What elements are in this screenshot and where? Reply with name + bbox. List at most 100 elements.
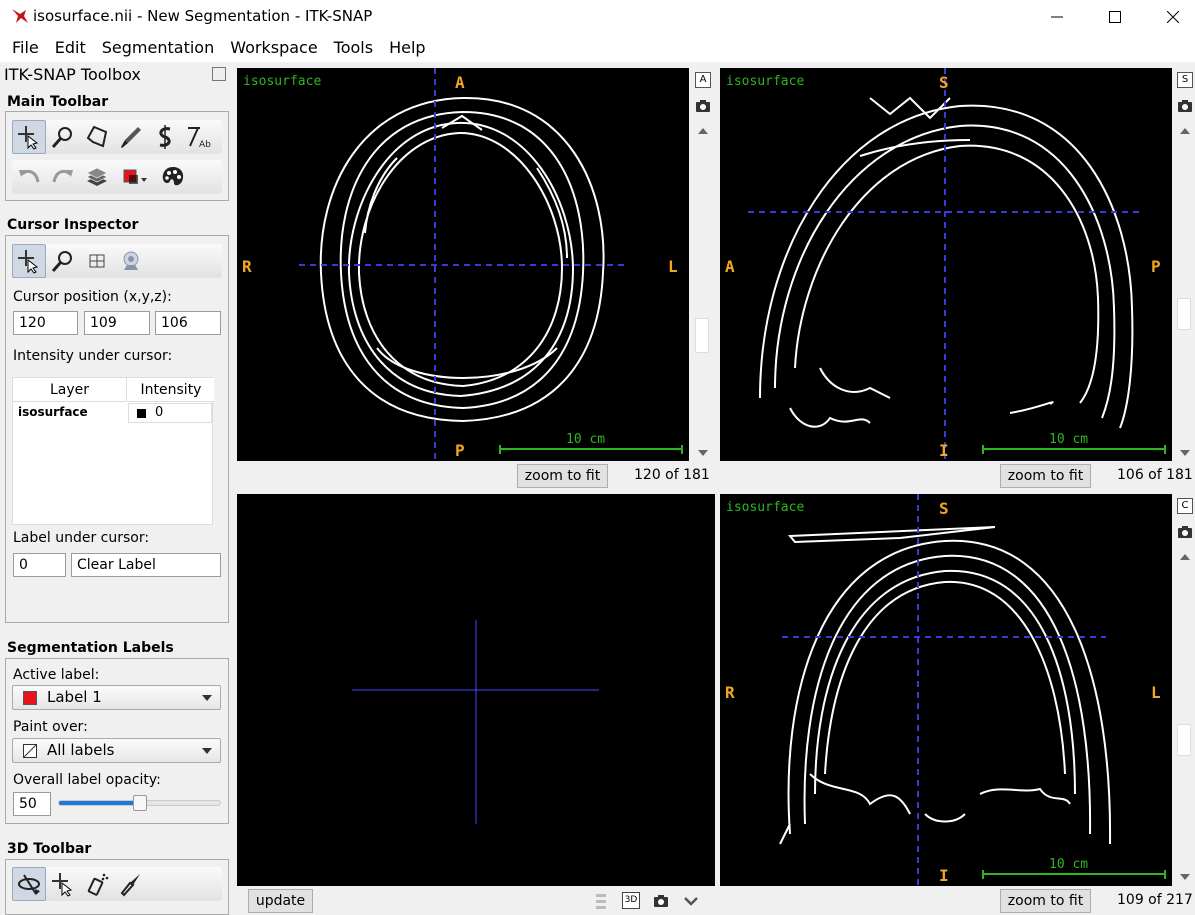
3d-rotate-button[interactable] [12,867,46,901]
3d-update-button[interactable]: update [248,889,313,913]
label-name-field[interactable]: Clear Label [71,553,221,577]
sagittal-view[interactable]: isosurface S I A P 10 cm [720,68,1172,461]
sagittal-scroll-down-icon[interactable] [1180,450,1190,456]
minimize-icon [1051,16,1063,18]
main-toolbar-row2 [12,160,222,194]
active-label-select[interactable]: Label 1 [12,685,221,710]
column-header-intensity[interactable]: Intensity [128,378,214,402]
snake-icon [159,125,171,149]
cursor-y-field[interactable]: 109 [84,311,150,335]
snake-tool-button[interactable] [148,120,182,154]
camera-icon[interactable] [1177,524,1193,540]
sagittal-scroll-up-icon[interactable] [1180,128,1190,134]
sagittal-scroll-thumb[interactable] [1177,298,1191,330]
crosshair-tool-button[interactable] [12,120,46,154]
coronal-scroll-up-icon[interactable] [1180,554,1190,560]
3d-scalpel-button[interactable] [114,867,148,901]
label-color-dropdown-icon [123,169,147,184]
axial-scroll-thumb[interactable] [695,318,709,353]
menu-help[interactable]: Help [389,38,426,57]
3d-view[interactable] [237,494,715,886]
label-color-button[interactable] [114,160,156,194]
axial-orient-right: L [668,257,678,276]
opacity-slider[interactable] [58,795,221,811]
tab-layout-inspector[interactable] [80,244,114,278]
menu-segmentation[interactable]: Segmentation [101,38,215,57]
coronal-view[interactable]: isosurface S I R L 10 cm [720,494,1172,886]
column-header-layer[interactable]: Layer [13,378,127,402]
main-toolbar-row1: Ab [12,120,222,154]
tab-zoom-inspector[interactable] [46,244,80,278]
3d-crosshair-button[interactable] [46,867,80,901]
axial-scroll-down-icon[interactable] [698,450,708,456]
tab-cursor-inspector[interactable] [12,244,46,278]
opacity-field[interactable]: 50 [13,792,51,816]
paint-over-select[interactable]: All labels [12,738,221,763]
menu-file[interactable]: File [12,38,39,57]
undock-button[interactable] [212,67,226,81]
tab-sync-inspector[interactable] [114,244,148,278]
chevron-down-icon[interactable] [683,895,699,907]
close-button[interactable] [1144,0,1195,34]
polygon-tool-button[interactable] [80,120,114,154]
paintbrush-icon [121,127,141,148]
axial-view[interactable]: isosurface A P R L 10 cm [237,68,689,461]
menu-tools[interactable]: Tools [333,38,374,57]
coronal-zoom-to-fit-button[interactable]: zoom to fit [1000,889,1091,913]
crosshair-pointer-icon [18,250,39,274]
intensity-table: Layer Intensity isosurface 0 [12,377,214,525]
close-icon [1167,11,1179,23]
coronal-scrollbar[interactable]: C [1175,494,1195,886]
coronal-scroll-thumb[interactable] [1177,724,1191,756]
3d-spray-button[interactable] [80,867,114,901]
intensity-swatch [137,409,146,418]
coronal-orient-right: L [1151,683,1161,702]
sagittal-zoom-to-fit-button[interactable]: zoom to fit [1000,464,1091,488]
axial-scrollbar[interactable]: A [693,68,713,461]
camera-icon[interactable] [695,98,711,114]
zoom-tool-button[interactable] [46,120,80,154]
coronal-orient-bottom: I [939,866,949,885]
color-palette-button[interactable] [156,160,190,194]
cursor-x-field[interactable]: 120 [13,311,78,335]
axial-orient-left: R [242,257,252,276]
spray-can-icon [87,873,109,896]
undo-button[interactable] [12,160,46,194]
axial-orient-bottom: P [455,441,465,460]
active-label-value: Label 1 [47,688,102,706]
axial-view-button[interactable]: A [695,72,711,88]
sagittal-view-button[interactable]: S [1177,72,1193,88]
coronal-view-button[interactable]: C [1177,498,1193,514]
layer-stack-icon [86,167,108,186]
maximize-button[interactable] [1086,0,1144,34]
rotate-3d-icon [18,874,40,895]
axial-zoom-to-fit-button[interactable]: zoom to fit [517,464,608,488]
active-label-swatch [23,691,37,705]
axial-scroll-up-icon[interactable] [698,128,708,134]
camera-icon[interactable] [653,893,669,909]
minimize-button[interactable] [1028,0,1086,34]
window-title: isosurface.nii - New Segmentation - ITK-… [33,7,373,25]
sagittal-scrollbar[interactable]: S [1175,68,1195,461]
opacity-slider-handle[interactable] [133,795,147,811]
label-id-field[interactable]: 0 [13,553,66,577]
palette-icon [162,167,184,186]
cursor-z-field[interactable]: 106 [155,311,221,335]
menu-workspace[interactable]: Workspace [230,38,318,57]
coronal-orient-left: R [725,683,735,702]
paintbrush-tool-button[interactable] [114,120,148,154]
coronal-scroll-down-icon[interactable] [1180,874,1190,880]
redo-button[interactable] [46,160,80,194]
layers-button[interactable] [80,160,114,194]
annotation-tool-button[interactable]: Ab [182,120,216,154]
axial-scale-bar [499,445,683,454]
table-row[interactable]: isosurface 0 [13,403,214,423]
sagittal-orient-right: P [1151,257,1161,276]
intensity-value: 0 [155,405,164,420]
sagittal-scale-bar [982,445,1166,454]
3d-mode-button[interactable]: 3D [622,892,640,909]
coronal-layer-name: isosurface [726,500,805,515]
menu-edit[interactable]: Edit [54,38,86,57]
camera-icon[interactable] [1177,98,1193,114]
opacity-slider-fill [59,801,141,805]
